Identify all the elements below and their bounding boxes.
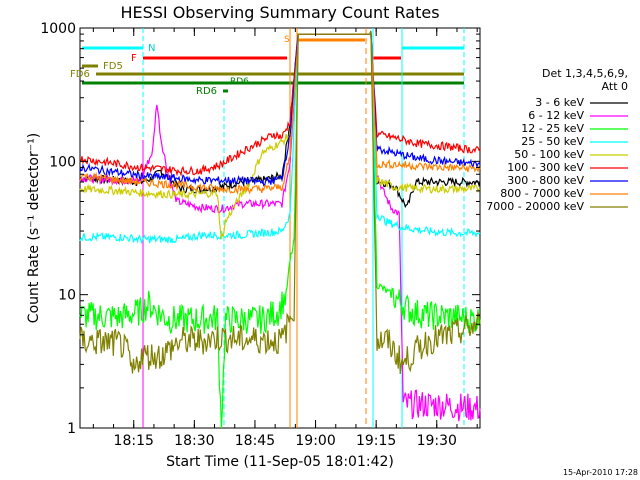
- legend-label: 800 - 7000 keV: [500, 187, 584, 200]
- legend-label: 50 - 100 keV: [514, 148, 584, 161]
- series-line-6: [79, 33, 481, 177]
- x-tick-label: 18:45: [235, 433, 275, 449]
- series-line-8: [79, 33, 481, 195]
- y-axis-label: Count Rate (s⁻¹ detector⁻¹): [26, 133, 42, 323]
- legend-label: 25 - 50 keV: [521, 135, 584, 148]
- series-line-9: [79, 30, 481, 375]
- legend-title-line1: Det 1,3,4,5,6,9,: [542, 67, 628, 80]
- saa-flag-label: S: [284, 35, 290, 45]
- fd5-flag-label: FD5: [103, 61, 123, 72]
- y-tick-label: 1000: [40, 21, 76, 37]
- plot-frame: [79, 27, 481, 429]
- x-axis-label: Start Time (11-Sep-05 18:01:42): [166, 454, 394, 470]
- axes-layer: 1 10 100 1000 18:15 18:30 18:45 19:00 19:15 19:30: [40, 21, 480, 449]
- legend-label: 100 - 300 keV: [507, 161, 584, 174]
- x-tick-label: 19:00: [295, 433, 335, 449]
- legend-label: 300 - 800 keV: [507, 174, 584, 187]
- series-layer: [79, 30, 481, 429]
- fd6-flag-label: FD6: [70, 69, 90, 80]
- x-tick-label: 19:30: [417, 433, 457, 449]
- night-flag-label: N: [148, 43, 155, 54]
- flare-flag-label: F: [131, 53, 137, 64]
- observing-flags: N F S FD5 FD6 RD6 RD6: [70, 28, 465, 428]
- x-tick-label: 18:30: [174, 433, 214, 449]
- legend-label: 6 - 12 keV: [528, 109, 584, 122]
- series-line-3: [79, 31, 481, 429]
- series-line-7: [79, 30, 481, 187]
- y-tick-label: 1: [67, 421, 76, 437]
- series-line-2: [79, 33, 481, 422]
- x-tick-label: 19:15: [356, 433, 396, 449]
- y-tick-label: 10: [58, 288, 76, 304]
- legend-label: 7000 - 20000 keV: [486, 200, 584, 213]
- chart-title: HESSI Observing Summary Count Rates: [120, 3, 439, 22]
- x-tick-label: 18:15: [114, 433, 154, 449]
- legend-title-line2: Att 0: [602, 80, 628, 93]
- rd6-flag-label-left: RD6: [196, 86, 217, 97]
- series-line-4: [79, 33, 481, 245]
- footer-timestamp: 15-Apr-2010 17:28: [563, 468, 638, 477]
- rd6-flag-label-right: RD6: [230, 77, 249, 87]
- y-tick-label: 100: [49, 154, 76, 170]
- legend-label: 12 - 25 keV: [521, 122, 584, 135]
- legend-label: 3 - 6 keV: [535, 96, 584, 109]
- series-line-5: [79, 30, 481, 240]
